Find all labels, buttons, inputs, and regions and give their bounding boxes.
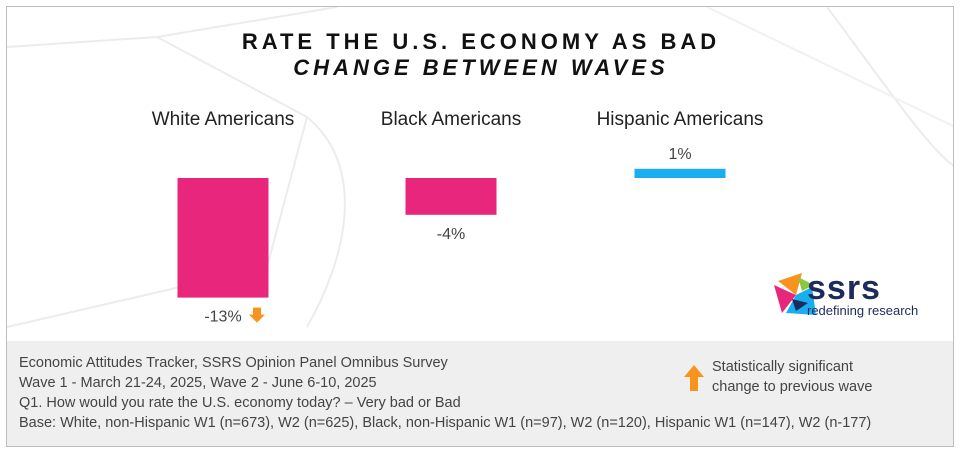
category-label: Hispanic Americans: [597, 109, 764, 130]
data-label: -4%: [437, 226, 465, 243]
ssrs-logo-mark: [774, 273, 816, 315]
footer-waves: Wave 1 - March 21-24, 2025, Wave 2 - Jun…: [19, 375, 377, 391]
legend-text-line1: Statistically significant: [712, 359, 854, 375]
logo-tagline: redefining research: [807, 303, 919, 318]
bar-chart: White Americans -13% Black Americans -4% His…: [152, 109, 764, 326]
significance-down-arrow-icon: [249, 307, 265, 323]
logo-wordmark: ssrs: [807, 269, 881, 307]
chart-frame: RATE THE U.S. ECONOMY AS BAD CHANGE BETW…: [6, 6, 954, 447]
bar: [405, 178, 497, 215]
significance-legend-arrow-icon: [684, 365, 704, 391]
bar: [634, 168, 726, 178]
footer-notes: Economic Attitudes Tracker, SSRS Opinion…: [7, 341, 953, 446]
legend-text-line2: change to previous wave: [712, 379, 873, 395]
category-label: White Americans: [152, 109, 295, 130]
chart-title: RATE THE U.S. ECONOMY AS BAD: [241, 29, 721, 54]
category-label: Black Americans: [381, 109, 521, 130]
footer-base: Base: White, non-Hispanic W1 (n=673), W2…: [19, 415, 872, 431]
footer-source: Economic Attitudes Tracker, SSRS Opinion…: [19, 355, 448, 371]
data-label: -13%: [204, 309, 241, 326]
footer-question: Q1. How would you rate the U.S. economy …: [19, 395, 461, 411]
chart-subtitle: CHANGE BETWEEN WAVES: [293, 55, 669, 80]
data-label: 1%: [668, 146, 691, 163]
bar: [177, 178, 269, 298]
